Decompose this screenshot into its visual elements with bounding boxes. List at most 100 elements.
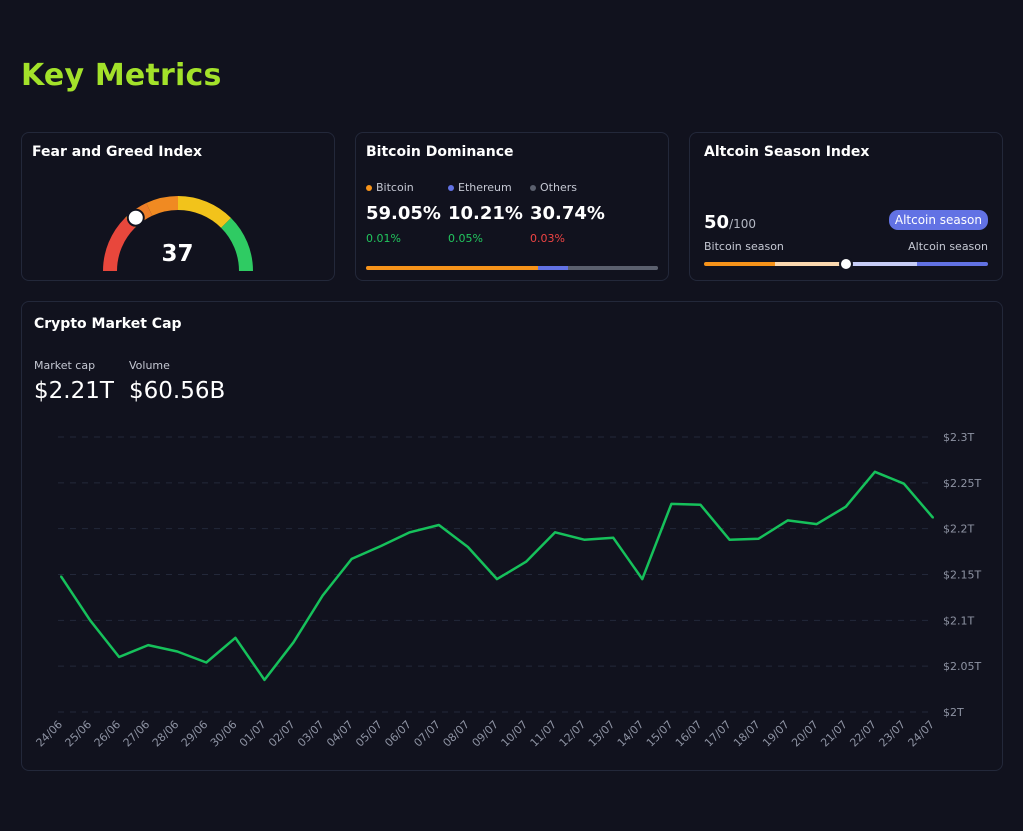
altcoin-score-value: 50 [704, 212, 730, 233]
x-tick-label: 27/06 [121, 718, 153, 750]
data-point [118, 656, 121, 658]
x-tick-label: 28/06 [150, 718, 182, 750]
market-cap-value: $2.21T [34, 378, 114, 404]
data-point [612, 536, 615, 539]
data-point [757, 537, 760, 540]
x-tick-label: 04/07 [324, 718, 356, 750]
data-point [496, 578, 498, 581]
x-tick-label: 17/07 [702, 718, 734, 750]
data-point [234, 636, 237, 639]
x-tick-label: 16/07 [673, 718, 705, 750]
data-point [263, 678, 266, 681]
dominance-title: Bitcoin Dominance [366, 144, 514, 160]
altcoin-score-denominator: /100 [729, 217, 757, 231]
data-point [670, 502, 673, 505]
gauge-segment [146, 196, 179, 216]
page-title: Key Metrics [21, 58, 222, 93]
x-tick-label: 07/07 [411, 718, 443, 750]
market-cap-card: Crypto Market Cap Market cap $2.21T Volu… [21, 301, 1003, 771]
dominance-label: Bitcoin [376, 181, 414, 194]
bitcoin-dot-icon [366, 184, 372, 191]
dominance-bar [366, 266, 658, 270]
x-tick-label: 13/07 [586, 718, 618, 750]
x-tick-label: 08/07 [440, 718, 472, 750]
market-cap-label: Market cap [34, 359, 96, 372]
x-tick-label: 02/07 [266, 718, 298, 750]
market-cap-line [59, 470, 934, 682]
others-dot-icon [530, 184, 536, 191]
fear-greed-value: 37 [161, 241, 194, 267]
x-tick-label: 30/06 [208, 718, 240, 750]
data-point [437, 524, 440, 526]
data-point [902, 482, 905, 485]
x-tick-label: 24/07 [906, 718, 938, 750]
dominance-percent: 10.21% [448, 203, 523, 224]
altcoin-season-slider-track [704, 262, 988, 266]
fear-greed-card: Fear and Greed Index 37 [21, 132, 335, 281]
bitcoin-season-label: Bitcoin season [704, 240, 784, 253]
dominance-change: 0.01% [366, 232, 401, 245]
gauge-segment [220, 217, 253, 272]
altcoin-score: 50/100 [704, 212, 756, 233]
altcoin-title: Altcoin Season Index [704, 144, 870, 160]
x-tick-label: 14/07 [615, 718, 647, 750]
dominance-item-ethereum: Ethereum 10.21% 0.05% [448, 181, 523, 245]
x-tick-label: 06/07 [382, 718, 414, 750]
data-point [873, 470, 876, 473]
data-point [321, 594, 324, 597]
y-tick-label: $2.25T [943, 477, 981, 490]
data-point [379, 545, 382, 548]
data-point [176, 650, 179, 653]
x-tick-label: 10/07 [499, 718, 531, 750]
data-point [147, 644, 150, 647]
data-point [699, 503, 702, 506]
data-point [815, 523, 818, 526]
x-tick-label: 09/07 [470, 718, 502, 750]
data-point [844, 505, 847, 508]
x-tick-label: 24/06 [34, 718, 66, 750]
bitcoin-dominance-card: Bitcoin Dominance Bitcoin 59.05% 0.01% E… [355, 132, 669, 281]
data-point [466, 546, 469, 548]
x-tick-label: 26/06 [92, 718, 124, 750]
x-tick-label: 12/07 [557, 718, 589, 750]
x-tick-label: 20/07 [789, 718, 821, 750]
data-point [641, 578, 644, 581]
dominance-change: 0.03% [530, 232, 565, 245]
dominance-label: Ethereum [458, 181, 512, 194]
x-tick-label: 22/07 [847, 718, 879, 750]
y-tick-label: $2.3T [943, 431, 974, 444]
x-tick-label: 01/07 [237, 718, 269, 750]
x-tick-label: 21/07 [818, 718, 850, 750]
data-point [786, 519, 789, 522]
data-point [205, 661, 208, 664]
dominance-item-others: Others 30.74% 0.03% [530, 181, 605, 245]
dominance-change: 0.05% [448, 232, 483, 245]
data-point [292, 641, 295, 644]
y-tick-label: $2.05T [943, 660, 981, 673]
gauge-indicator-knob [126, 208, 145, 227]
volume-value: $60.56B [129, 378, 226, 404]
dominance-bar-segment [366, 266, 539, 270]
ethereum-dot-icon [448, 184, 454, 191]
dominance-percent: 59.05% [366, 203, 441, 224]
gauge-segment [177, 196, 232, 229]
x-tick-label: 03/07 [295, 718, 327, 750]
x-tick-label: 15/07 [644, 718, 676, 750]
y-tick-label: $2.1T [943, 614, 974, 627]
data-point [583, 538, 586, 541]
x-tick-label: 25/06 [63, 718, 95, 750]
dominance-item-bitcoin: Bitcoin 59.05% 0.01% [366, 181, 441, 245]
y-tick-label: $2.15T [943, 569, 981, 582]
altcoin-season-label: Altcoin season [908, 240, 988, 253]
dominance-bar-segment [538, 266, 569, 270]
dominance-label: Others [540, 181, 577, 194]
data-point [728, 538, 731, 541]
dominance-percent: 30.74% [530, 203, 605, 224]
y-tick-label: $2.2T [943, 523, 974, 536]
data-point [932, 516, 934, 519]
x-tick-label: 19/07 [760, 718, 792, 750]
gauge-segment [103, 217, 136, 272]
altcoin-season-card: Altcoin Season Index 50/100 Altcoin seas… [689, 132, 1003, 281]
data-point [60, 575, 62, 578]
x-tick-label: 23/07 [876, 718, 908, 750]
